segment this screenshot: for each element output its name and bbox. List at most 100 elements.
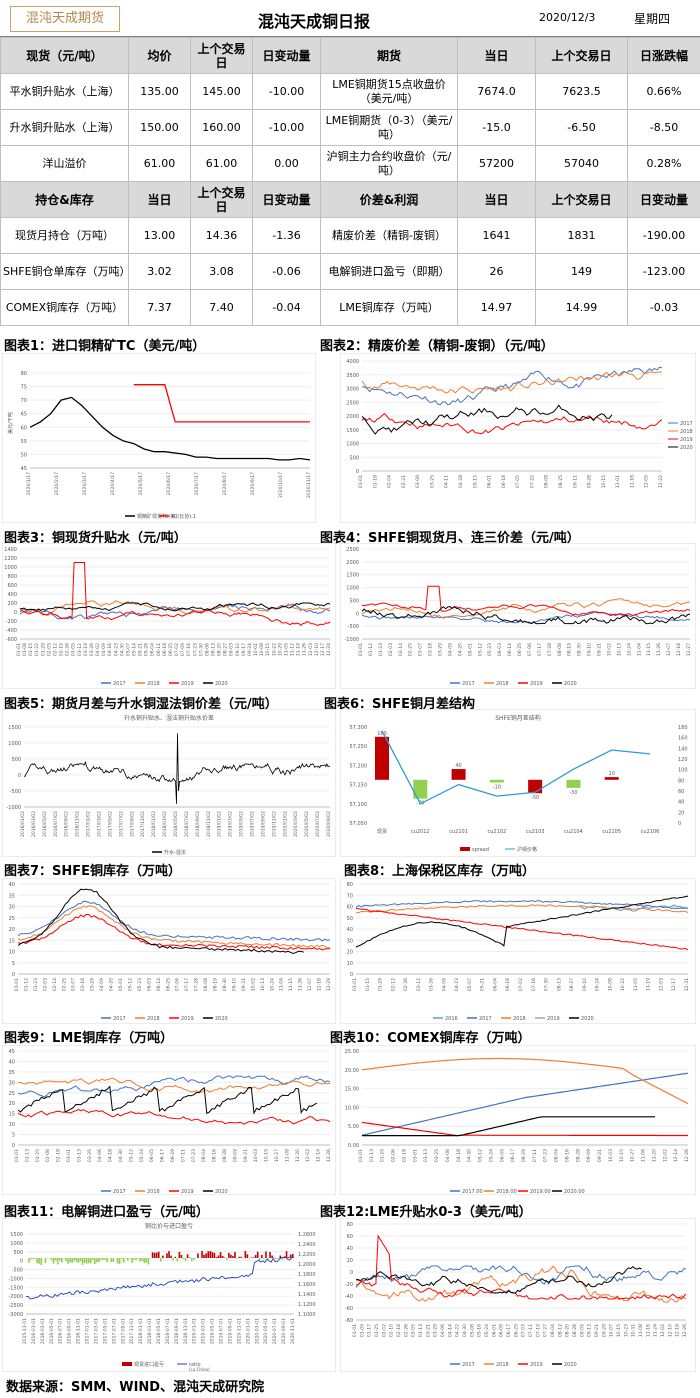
bar-label: 10 <box>609 771 615 777</box>
x-tick-label: 2016/07/02 <box>53 811 59 837</box>
profit-bar <box>176 1258 179 1262</box>
y2-tick-label: 0 <box>678 821 681 827</box>
profit-bar <box>71 1258 73 1264</box>
col-head: 日变动量 <box>252 181 321 218</box>
x-tick-label: 现货 <box>377 828 387 835</box>
x-tick-label: 01-08 <box>22 643 28 656</box>
y-tick-label: 20 <box>9 927 15 933</box>
x-tick-label: 07-17 <box>184 978 190 991</box>
x-tick-label: 08-30 <box>577 643 583 656</box>
profit-bar <box>133 1258 135 1260</box>
legend-label: 现货进口盈亏 <box>134 1361 164 1368</box>
profit-bar <box>203 1254 205 1258</box>
x-tick-label: 10-03 <box>608 1149 614 1162</box>
profit-bar <box>110 1258 113 1263</box>
x-tick-label: 05-07 <box>467 978 473 991</box>
x-tick-label: 08-04 <box>550 1324 556 1337</box>
y-tick-label: 500 <box>11 757 21 763</box>
x-tick-label: 12-02 <box>662 1149 668 1162</box>
profit-bar <box>254 1255 257 1258</box>
cell: 精废价差（精铜-废铜） <box>320 217 458 254</box>
y-tick-label: -400 <box>6 628 17 634</box>
x-tick-label: 2016/01/02 <box>20 811 26 837</box>
y-tick-label: -3000 <box>8 1312 23 1318</box>
x-tick-label: 02-12 <box>52 643 58 656</box>
profit-bar <box>100 1258 102 1260</box>
x-tick-label: 02-03 <box>388 643 394 656</box>
x-tick-label: 07-16 <box>531 978 537 991</box>
y-tick-label: 20 <box>347 950 353 956</box>
y2-tick-label: 20 <box>678 810 684 816</box>
y-tick-label: 800 <box>7 574 17 580</box>
y-tick-label: 3000 <box>346 387 359 393</box>
y-tick-label: 400 <box>7 592 17 598</box>
y2-tick-label: 40 <box>678 800 684 806</box>
report-title: 混沌天成铜日报 <box>258 12 371 31</box>
legend-label: 2017 <box>479 1016 492 1022</box>
chart-frame <box>340 709 696 857</box>
table-row: COMEX铜库存（万吨） 7.37 7.40 -0.04 LME铜库存（万吨） … <box>0 289 700 326</box>
x-tick-label: 11-19 <box>646 978 652 991</box>
y2-tick-label: 1.1800 <box>298 1272 316 1278</box>
profit-bar <box>67 1258 69 1264</box>
x-tick-label: 12-18 <box>676 643 682 656</box>
cell: -10.00 <box>252 73 321 110</box>
x-tick-label: 10-02 <box>606 643 612 656</box>
profit-bar <box>124 1258 127 1259</box>
profit-bar <box>244 1250 247 1258</box>
x-tick-label: 06-17 <box>510 1149 516 1162</box>
profit-bar <box>281 1258 284 1260</box>
profit-bar <box>75 1258 78 1262</box>
spread-bar <box>528 779 543 794</box>
cell: COMEX铜库存（万吨） <box>0 289 129 326</box>
x-tick-label: 2016-07-01 <box>58 1318 64 1344</box>
y-tick-label: -1000 <box>8 1276 23 1282</box>
x-tick-label: 10-24 <box>626 643 632 656</box>
x-tick-label: 08-25 <box>558 475 564 488</box>
y-tick-label: 30 <box>9 905 15 911</box>
profit-bar <box>81 1258 84 1265</box>
x-tick-label: 08-30 <box>222 978 228 991</box>
profit-bar <box>180 1254 183 1258</box>
profit-bar <box>157 1251 160 1258</box>
x-tick-label: 2020/4/17 <box>110 472 116 495</box>
series-2020 <box>19 602 331 612</box>
x-tick-label: 2020/2/17 <box>54 472 60 495</box>
x-tick-label: 2019-11-01 <box>236 1318 242 1344</box>
y-tick-label: -500 <box>12 1268 23 1274</box>
x-tick-label: 04-16 <box>107 643 113 656</box>
legend-label: 2017 <box>113 1189 126 1195</box>
x-tick-label: 05-08 <box>469 1324 475 1337</box>
y-tick-label: 1000 <box>10 1241 23 1247</box>
x-tick-label: 12-17 <box>671 978 677 991</box>
x-tick-label: 04-30 <box>119 643 125 656</box>
cell: LME铜期货（0-3）（美元/吨） <box>320 109 458 146</box>
profit-bar <box>217 1255 220 1258</box>
x-tick-label: 10-08 <box>607 978 613 991</box>
x-tick-label: 10-13 <box>616 643 622 656</box>
profit-bar <box>215 1256 218 1258</box>
x-tick-label: 06-05 <box>149 1149 155 1162</box>
y-tick-label: 1500 <box>346 573 359 579</box>
x-tick-label: 11-01 <box>615 475 621 488</box>
x-tick-label: 12-18 <box>317 978 323 991</box>
legend-label: ratio <box>189 1362 201 1368</box>
y-tick-label: 25.00 <box>345 1049 359 1055</box>
col-head: 上个交易日 <box>535 181 628 218</box>
y-tick-label: 10 <box>347 961 353 967</box>
x-tick-label: 11-20 <box>295 1149 301 1162</box>
x-tick-label: 12-14 <box>673 1149 679 1162</box>
cell: 3.02 <box>128 253 191 290</box>
spread-bar <box>451 769 466 780</box>
table-row: 平水铜升贴水（上海） 135.00 145.00 -10.00 LME铜期货15… <box>0 73 700 110</box>
x-tick-label: 02-26 <box>403 978 409 991</box>
x-tick-label: 01-25 <box>35 1149 41 1162</box>
x-tick-label: 2020/07/02 <box>315 811 321 837</box>
x-tick-label: 10-15 <box>616 1324 622 1337</box>
x-tick-label: 2016/05/02 <box>42 811 48 837</box>
chart-bonded-inventory: 80 70 60 50 40 30 20 10 001-01 01-15 01-29 02-12 02-… <box>340 878 696 1024</box>
y-tick-label: -40 <box>345 1294 353 1300</box>
y2-tick-label: 1.2000 <box>298 1262 316 1268</box>
x-tick-label: 2018/01/02 <box>151 811 157 837</box>
